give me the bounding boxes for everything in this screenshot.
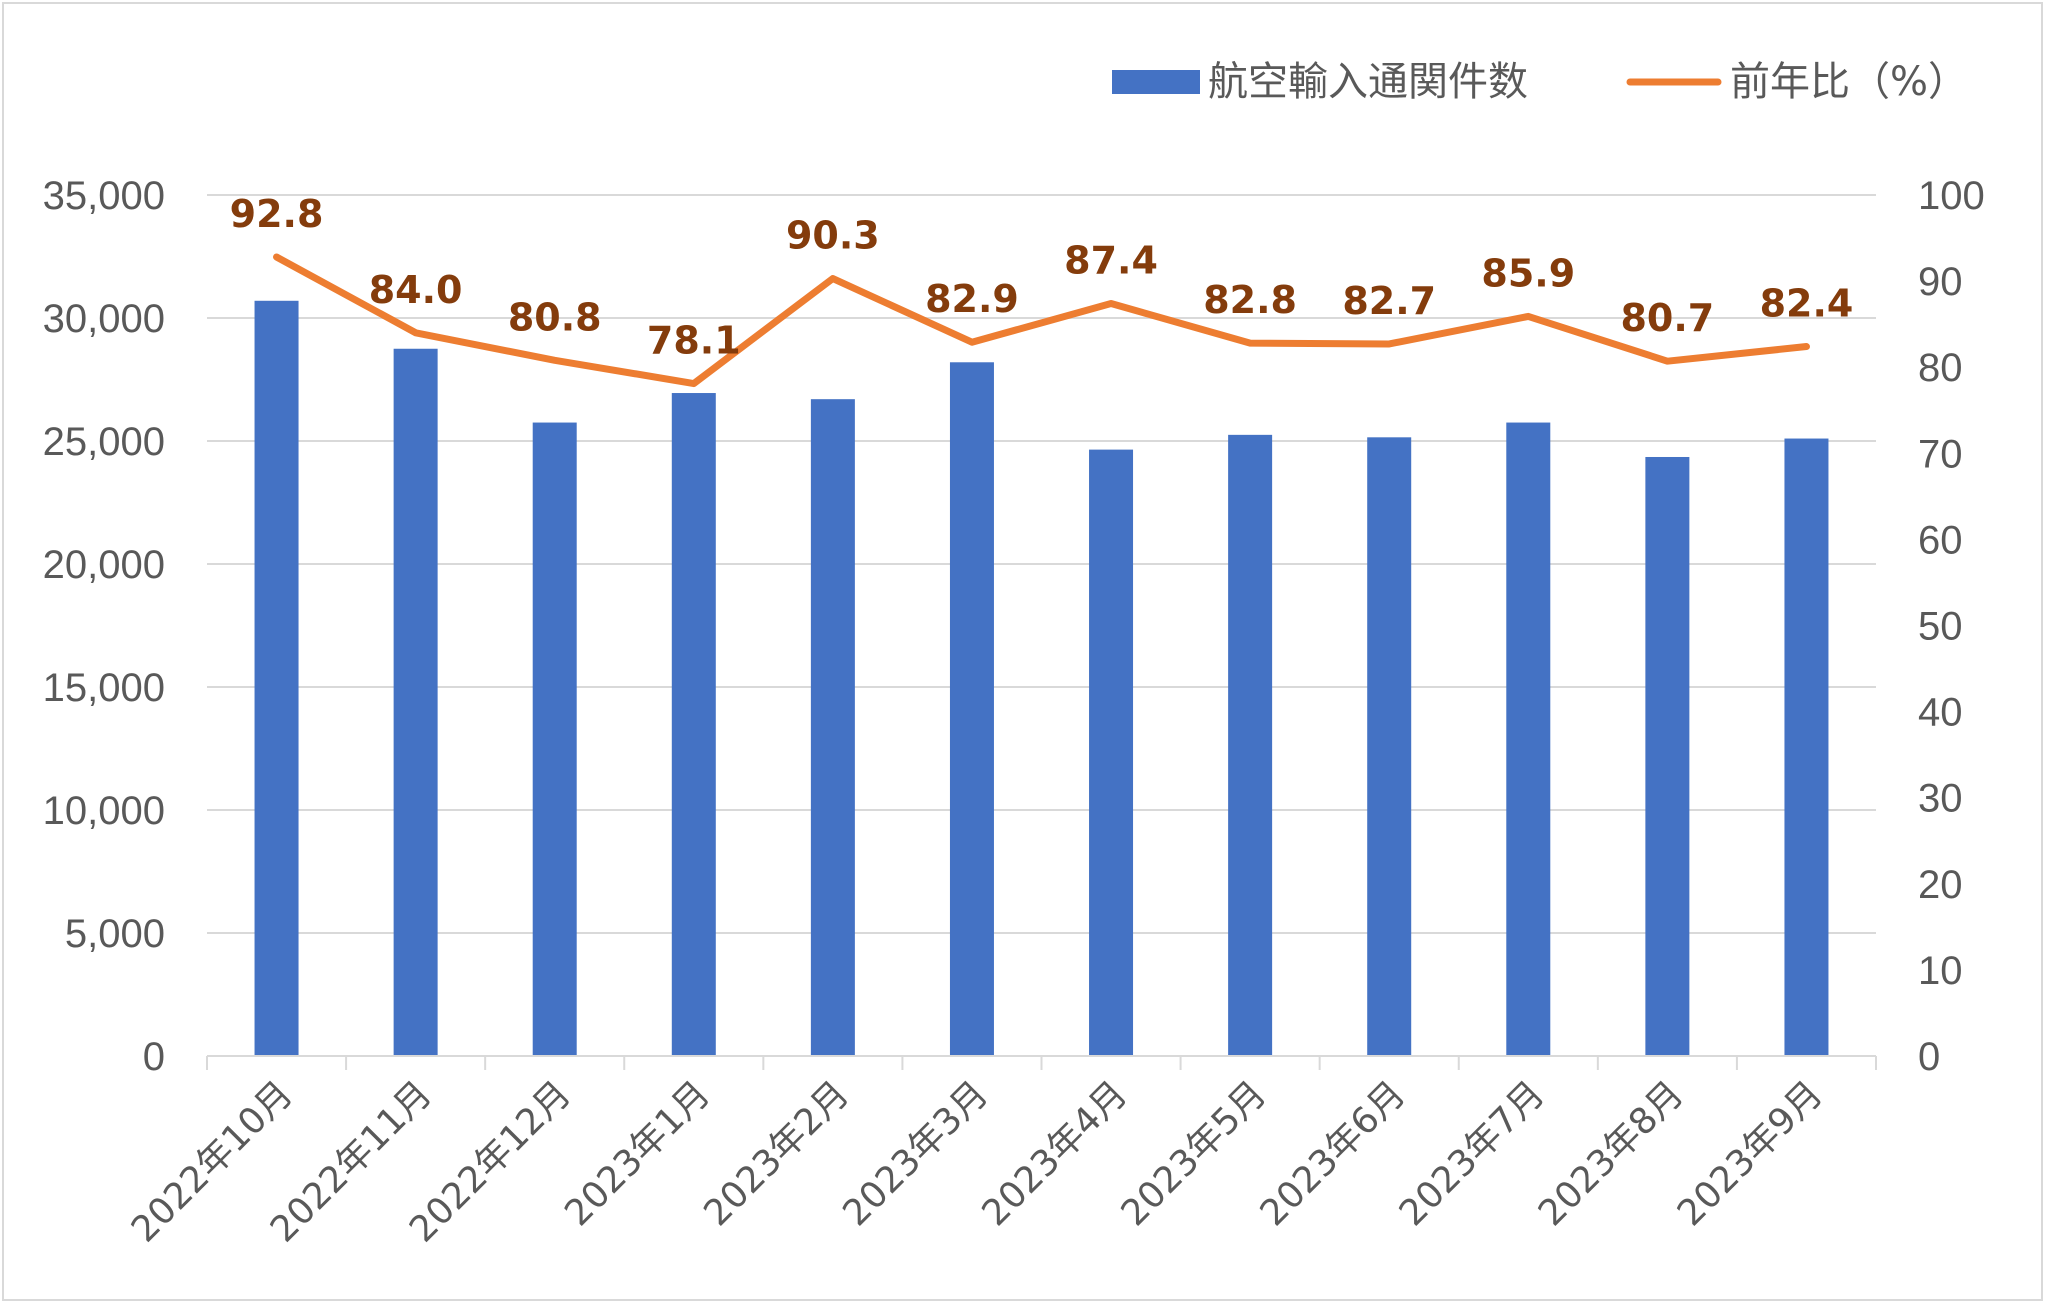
bar [949,362,994,1056]
data-label: 80.7 [1620,296,1714,340]
legend-line-label: 前年比（%） [1730,59,1968,105]
left-axis-tick-label: 0 [143,1035,165,1079]
data-label: 85.9 [1481,251,1575,295]
bar [1645,456,1690,1056]
bar-series [254,300,1829,1057]
data-label: 84.0 [369,268,463,312]
right-axis-tick-label: 50 [1918,605,1963,649]
bar [1228,434,1273,1057]
bar [532,422,577,1056]
legend: 航空輸入通関件数 前年比（%） [1112,59,1968,105]
bar [810,399,855,1056]
right-axis-tick-label: 70 [1918,432,1963,476]
x-axis-category-label: 2023年1月 [557,1073,718,1234]
left-axis-tick-label: 5,000 [65,912,165,956]
data-labels: 92.8 84.0 80.8 78.1 90.3 82.9 87.4 82.8 82.7 85.9… [230,192,1854,363]
bar [1506,422,1551,1056]
right-axis-tick-label: 60 [1918,518,1963,562]
data-label: 90.3 [786,214,880,258]
right-axis-tick-label: 80 [1918,346,1963,390]
gridlines [207,194,1876,934]
data-label: 78.1 [647,319,741,363]
data-label: 80.8 [508,295,602,339]
yoy-line [273,253,1810,388]
right-axis-tick-label: 40 [1918,691,1963,735]
left-axis-tick-label: 15,000 [43,666,165,710]
x-axis-category-label: 2023年8月 [1531,1073,1692,1234]
data-label: 82.7 [1342,279,1436,323]
data-label: 92.8 [230,192,324,236]
bar [393,348,438,1056]
bar [1784,438,1829,1056]
bar [254,300,299,1056]
x-axis-category-label: 2023年4月 [975,1073,1136,1234]
data-label: 87.4 [1064,238,1158,282]
right-axis-tick-label: 100 [1918,174,1985,218]
bar [671,393,716,1056]
legend-bar-label: 航空輸入通関件数 [1208,59,1528,105]
data-label: 82.4 [1760,282,1854,326]
data-label: 82.8 [1203,278,1297,322]
data-label: 82.9 [925,277,1019,321]
x-axis-category-label: 2023年3月 [835,1073,996,1234]
right-axis-tick-label: 10 [1918,949,1963,993]
x-axis-category-label: 2023年2月 [696,1073,857,1234]
left-axis-tick-label: 20,000 [43,543,165,587]
left-axis-tick-label: 10,000 [43,789,165,833]
legend-bar-swatch [1112,70,1200,94]
right-axis-tick-label: 30 [1918,777,1963,821]
bar [1367,437,1412,1056]
x-axis-category-label: 2023年9月 [1670,1073,1831,1234]
right-axis-tick-label: 0 [1918,1035,1940,1079]
x-axis-category-label: 2023年7月 [1392,1073,1553,1234]
line-series [273,253,1810,388]
x-axis-category-label: 2023年5月 [1114,1073,1275,1234]
right-axis-tick-label: 20 [1918,863,1963,907]
right-axis-tick-label: 90 [1918,260,1963,304]
left-axis-tick-label: 35,000 [43,174,165,218]
bar [1089,449,1134,1056]
left-axis-tick-label: 25,000 [43,420,165,464]
left-axis-tick-label: 30,000 [43,297,165,341]
x-axis-category-label: 2023年6月 [1253,1073,1414,1234]
